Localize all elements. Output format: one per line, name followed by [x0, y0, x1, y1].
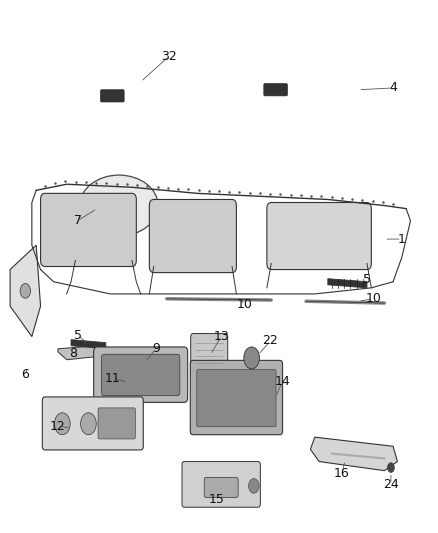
- FancyBboxPatch shape: [182, 462, 260, 507]
- Text: 32: 32: [161, 50, 177, 63]
- FancyBboxPatch shape: [149, 199, 237, 272]
- FancyBboxPatch shape: [101, 90, 124, 102]
- Text: 10: 10: [366, 292, 381, 305]
- Text: 24: 24: [383, 478, 399, 490]
- Text: 12: 12: [50, 419, 66, 433]
- Circle shape: [54, 413, 70, 435]
- Polygon shape: [58, 346, 102, 360]
- FancyBboxPatch shape: [191, 334, 228, 379]
- FancyBboxPatch shape: [267, 203, 371, 270]
- Text: 7: 7: [74, 214, 81, 227]
- Polygon shape: [10, 245, 41, 336]
- Text: 8: 8: [69, 346, 77, 360]
- Circle shape: [244, 347, 259, 369]
- FancyBboxPatch shape: [98, 408, 135, 439]
- Text: 5: 5: [363, 273, 371, 286]
- Text: 9: 9: [152, 342, 160, 356]
- Circle shape: [249, 479, 259, 493]
- Text: 15: 15: [209, 493, 225, 506]
- Text: 22: 22: [262, 334, 278, 348]
- Polygon shape: [328, 279, 367, 288]
- Circle shape: [20, 284, 31, 298]
- Text: 4: 4: [389, 82, 397, 94]
- FancyBboxPatch shape: [204, 478, 238, 497]
- Text: 11: 11: [105, 372, 120, 384]
- Circle shape: [81, 413, 96, 435]
- Text: 16: 16: [334, 467, 350, 480]
- Polygon shape: [71, 340, 106, 349]
- Ellipse shape: [80, 175, 158, 236]
- Polygon shape: [115, 358, 176, 385]
- FancyBboxPatch shape: [102, 354, 180, 395]
- FancyBboxPatch shape: [41, 193, 136, 266]
- FancyBboxPatch shape: [197, 369, 276, 427]
- Polygon shape: [311, 437, 397, 471]
- Text: 1: 1: [398, 232, 406, 246]
- Circle shape: [388, 463, 394, 472]
- Text: 6: 6: [21, 368, 29, 382]
- Text: 5: 5: [74, 329, 81, 342]
- Text: 13: 13: [213, 330, 229, 343]
- FancyBboxPatch shape: [264, 84, 287, 96]
- FancyBboxPatch shape: [190, 360, 283, 435]
- FancyBboxPatch shape: [94, 347, 187, 402]
- Text: 10: 10: [237, 298, 252, 311]
- FancyBboxPatch shape: [42, 397, 143, 450]
- Text: 14: 14: [274, 375, 290, 388]
